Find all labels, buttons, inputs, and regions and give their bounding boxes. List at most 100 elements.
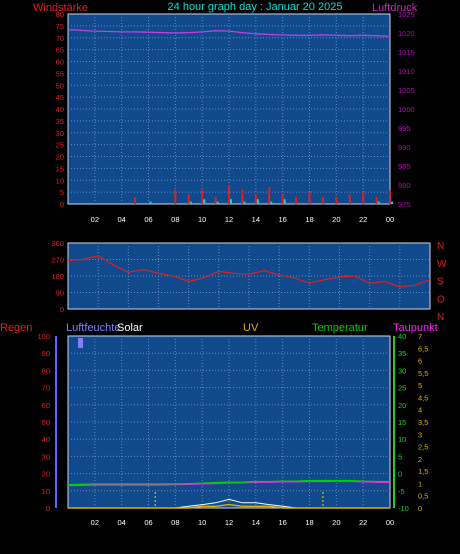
- humidity-tick-label: 90: [42, 349, 50, 358]
- humidity-tick-label: 100: [37, 332, 50, 341]
- wind-bar: [375, 196, 378, 204]
- rain-axis-ticks: 7 6,5 6 5,5 5 4,5 4 3,5 3 2,5 2 1,5 1 0,5 0: [418, 332, 428, 513]
- rain-tick-label: 1,5: [418, 467, 428, 476]
- gust-bar: [377, 201, 380, 204]
- wind-axis-title: Windstärke: [33, 2, 88, 14]
- rain-tick-label: 0,5: [418, 492, 428, 501]
- x-tick-label: 00: [386, 215, 394, 224]
- pressure-tick-label: 1020: [398, 29, 415, 38]
- gust-bar: [391, 201, 393, 204]
- x-tick-label: 10: [198, 215, 206, 224]
- wind-tick-label: 65: [56, 46, 64, 55]
- rain-tick-label: 1: [418, 479, 422, 488]
- gust-bar: [216, 201, 219, 204]
- solar-legend: Solar: [117, 322, 143, 334]
- wind-bar: [228, 185, 230, 204]
- wind-tick-label: 55: [56, 69, 64, 78]
- pressure-tick-label: 990: [398, 143, 411, 152]
- humidity-axis-title: Luftfeuchte: [66, 322, 120, 334]
- temperature-tick-label: 5: [398, 452, 402, 461]
- wind-tick-label: 60: [56, 58, 64, 67]
- gust-bar: [270, 201, 273, 204]
- pressure-tick-label: 1010: [398, 67, 415, 76]
- pressure-tick-label: 980: [398, 181, 411, 190]
- pressure-tick-label: 1015: [398, 48, 415, 57]
- direction-tick-label: 360: [51, 239, 64, 248]
- wind-tick-label: 30: [56, 129, 64, 138]
- humidity-tick-label: 60: [42, 401, 50, 410]
- wind-tick-label: 25: [56, 141, 64, 150]
- wind-bar: [348, 194, 351, 204]
- rain-tick-label: 4,5: [418, 393, 428, 402]
- rain-tick-label: 6: [418, 357, 422, 366]
- rain-tick-label: 6,5: [418, 344, 428, 353]
- x-tick-label: 02: [91, 215, 99, 224]
- direction-tick-label: 180: [51, 272, 64, 281]
- x-tick-label: 18: [305, 518, 313, 527]
- x-tick-label: 04: [117, 518, 125, 527]
- humidity-tick-label: 0: [46, 504, 50, 513]
- humidity-tick-label: 10: [42, 487, 50, 496]
- x-tick-label: 10: [198, 518, 206, 527]
- wind-bar: [241, 189, 244, 204]
- wind-tick-label: 20: [56, 153, 64, 162]
- pressure-axis-ticks: 1025 1020 1015 1010 1005 1000 995 990 985 980 975: [398, 10, 415, 209]
- x-tick-label: 04: [117, 215, 125, 224]
- temperature-tick-label: 25: [398, 384, 406, 393]
- direction-tick-label: 0: [60, 305, 64, 314]
- compass-label: N: [437, 312, 444, 323]
- x-tick-label: 12: [225, 518, 233, 527]
- temperature-tick-label: -5: [398, 487, 405, 496]
- environment-panel: Regen Luftfeuchte Solar UV Temperatur Ta…: [0, 322, 438, 527]
- x-tick-label: 20: [332, 518, 340, 527]
- pressure-tick-label: 1025: [398, 10, 415, 19]
- dewpoint-line: [67, 480, 391, 487]
- temperature-tick-label: 10: [398, 435, 406, 444]
- x-tick-label: 20: [332, 215, 340, 224]
- temperature-axis-ticks: 40 35 30 25 20 15 10 5 0 -5 -10: [398, 332, 409, 513]
- gust-bar: [283, 199, 286, 204]
- x-tick-label: 12: [225, 215, 233, 224]
- x-tick-label: 00: [386, 518, 394, 527]
- gust-bar: [230, 199, 232, 204]
- wind-bar: [201, 189, 204, 204]
- temperature-line: [67, 479, 390, 486]
- wind-bar: [335, 196, 338, 204]
- temperature-tick-label: 0: [398, 470, 402, 479]
- direction-axis-ticks: 360 270 180 90 0: [51, 239, 64, 314]
- compass-label: O: [437, 294, 445, 305]
- wind-tick-label: 35: [56, 117, 64, 126]
- rain-tick-label: 2: [418, 455, 422, 464]
- environment-series: [55, 336, 395, 509]
- rain-tick-label: 3: [418, 430, 422, 439]
- x-tick-label: 16: [278, 518, 286, 527]
- wind-tick-label: 40: [56, 105, 64, 114]
- humidity-tick-label: 30: [42, 452, 50, 461]
- x-tick-label: 16: [278, 215, 286, 224]
- compass-label: S: [437, 277, 444, 288]
- humidity-tick-label: 50: [42, 418, 50, 427]
- pressure-tick-label: 975: [398, 200, 411, 209]
- x-tick-label: 06: [144, 215, 152, 224]
- rain-tick-label: 3,5: [418, 418, 428, 427]
- humidity-tick-label: 70: [42, 384, 50, 393]
- wind-bar: [321, 196, 324, 204]
- wind-bar: [214, 196, 217, 204]
- pressure-axis-title: Luftdruck: [372, 2, 418, 14]
- temperature-tick-label: 40: [398, 332, 406, 341]
- x-tick-label: 06: [144, 518, 152, 527]
- x-tick-label: 02: [91, 518, 99, 527]
- wind-tick-label: 80: [56, 10, 64, 19]
- temperature-tick-label: 30: [398, 366, 406, 375]
- wind-tick-label: 45: [56, 93, 64, 102]
- rain-tick-label: 5,5: [418, 369, 428, 378]
- temperature-tick-label: 35: [398, 349, 406, 358]
- direction-series: [67, 255, 431, 288]
- x-tick-label: 22: [359, 518, 367, 527]
- gust-bar: [189, 201, 192, 204]
